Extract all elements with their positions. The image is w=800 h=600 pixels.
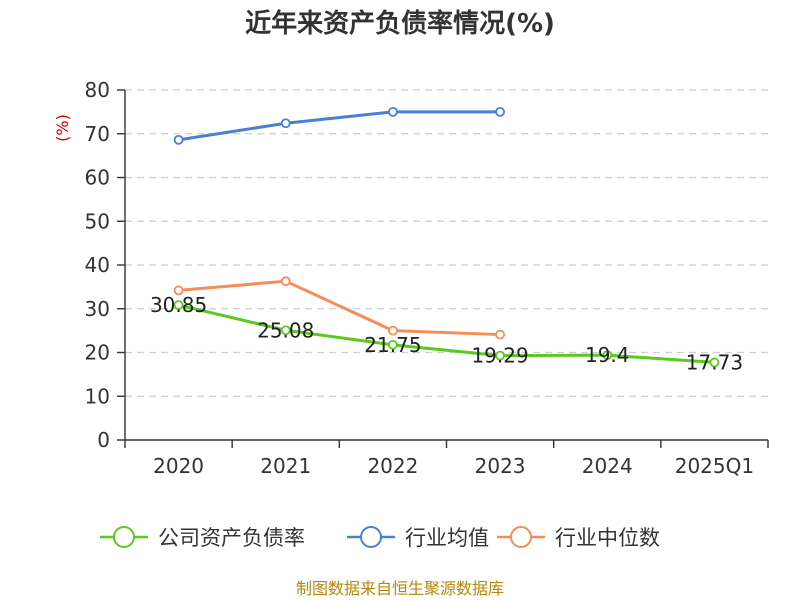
- series-line: [178, 303, 715, 364]
- data-point: [388, 106, 398, 117]
- legend-item: 公司资产负债率: [100, 526, 305, 550]
- y-tick-label: 80: [85, 78, 110, 102]
- series-line: [178, 110, 501, 142]
- data-point: [495, 106, 505, 117]
- y-axis-label: (%): [53, 114, 72, 142]
- x-tick-label: 2022: [367, 454, 418, 478]
- data-point: [280, 276, 291, 287]
- legend-marker: [360, 526, 382, 548]
- data-point: [388, 325, 398, 336]
- y-tick-label: 20: [85, 341, 110, 365]
- data-point: [495, 350, 505, 361]
- data-label: 25.08: [257, 318, 314, 342]
- y-tick-label: 70: [85, 122, 110, 146]
- legend-item: 行业均值: [347, 526, 489, 550]
- data-label: 30.85: [150, 293, 207, 317]
- data-point: [173, 300, 184, 310]
- data-label: 19.29: [471, 344, 528, 368]
- legend-item: 行业中位数: [497, 526, 660, 550]
- y-tick-label: 30: [85, 297, 110, 321]
- data-point: [280, 325, 291, 336]
- legend-marker: [510, 526, 532, 548]
- source-note: 制图数据来自恒生聚源数据库: [296, 579, 504, 598]
- data-point: [709, 357, 720, 368]
- x-tick-label: 2024: [582, 454, 633, 478]
- data-point: [602, 350, 613, 361]
- data-labels: 30.85 25.08 21.75 19.29 19.4 17.73: [150, 293, 743, 374]
- data-point: [173, 285, 184, 296]
- data-label: 17.73: [686, 350, 743, 374]
- series-1: [173, 106, 505, 145]
- legend-label: 行业均值: [405, 526, 489, 550]
- y-tick-label: 50: [85, 209, 110, 233]
- legend-label: 公司资产负债率: [158, 526, 305, 550]
- legend-label: 行业中位数: [555, 526, 660, 550]
- legend-marker: [113, 526, 135, 548]
- data-point: [495, 329, 505, 340]
- x-tick-label: 2025Q1: [675, 454, 754, 478]
- data-label: 21.75: [364, 333, 421, 357]
- series-0: [173, 300, 720, 368]
- data-label: 19.4: [585, 343, 630, 367]
- x-tick-label: 2020: [153, 454, 204, 478]
- series-line: [178, 279, 501, 337]
- legend: 公司资产负债率 行业均值 行业中位数: [100, 526, 660, 550]
- y-tick-label: 10: [85, 384, 110, 408]
- data-point: [388, 339, 398, 350]
- data-point: [173, 134, 184, 145]
- y-tick-label: 60: [85, 166, 110, 190]
- axes: 0 10 20 30 40 50 60 70 80 2020 2021 2022 2023 2024 202…: [85, 78, 769, 478]
- x-tick-label: 2023: [475, 454, 526, 478]
- chart-title: 近年来资产负债率情况(%): [245, 8, 555, 39]
- y-tick-label: 0: [97, 428, 110, 452]
- series-2: [173, 276, 505, 340]
- series-lines: [173, 106, 720, 368]
- y-tick-label: 40: [85, 253, 110, 277]
- x-tick-label: 2021: [260, 454, 311, 478]
- data-point: [280, 118, 291, 129]
